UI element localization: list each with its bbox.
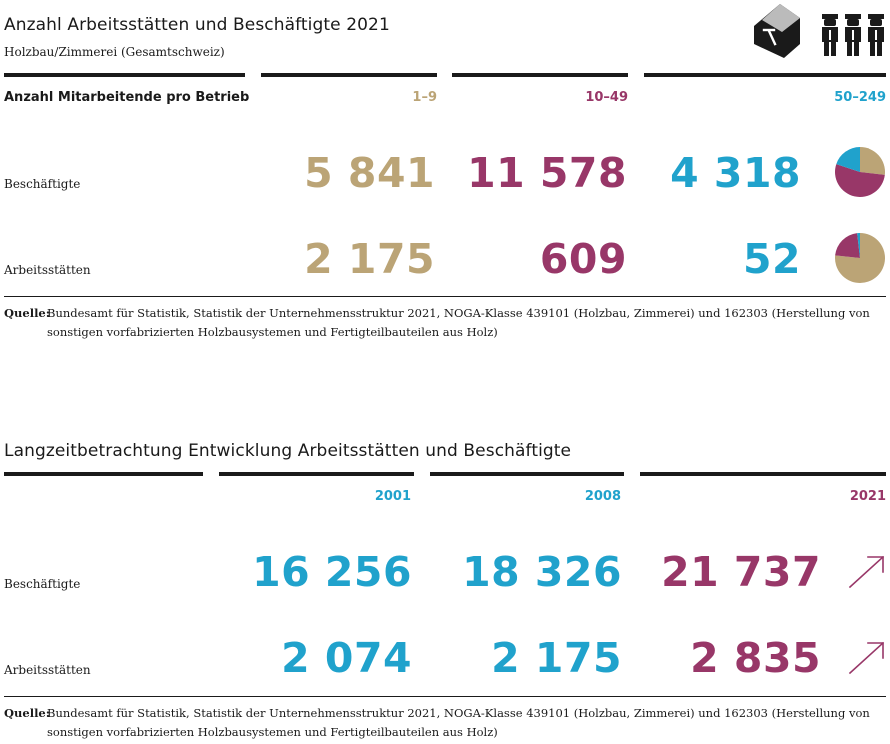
up-right-arrow-icon bbox=[848, 641, 885, 675]
value-cell: 4 318 bbox=[670, 149, 801, 197]
column-header-10-49: 10–49 bbox=[585, 90, 628, 105]
source-text: Bundesamt für Statistik, Statistik der U… bbox=[47, 306, 870, 339]
value-cell: 5 841 bbox=[304, 149, 435, 197]
source-label: Quelle: bbox=[4, 306, 50, 320]
pie-chart-arbeitsstaetten bbox=[834, 233, 885, 283]
column-header-50-249: 50–249 bbox=[834, 90, 886, 105]
source-label: Quelle: bbox=[4, 706, 50, 720]
value-cell: 52 bbox=[742, 235, 801, 283]
header-rule bbox=[219, 472, 414, 476]
source-divider bbox=[4, 696, 886, 697]
building-hammer-icon bbox=[754, 4, 800, 58]
column-header-2021: 2021 bbox=[849, 489, 886, 504]
value-cell: 2 074 bbox=[281, 634, 412, 682]
header-rule bbox=[430, 472, 624, 476]
row-label-beschaeftigte: Beschäftigte bbox=[4, 177, 81, 191]
value-cell: 2 175 bbox=[304, 235, 435, 283]
row-label-arbeitsstaetten: Arbeitsstätten bbox=[4, 663, 91, 677]
value-cell: 21 737 bbox=[661, 548, 821, 596]
header-rule bbox=[261, 73, 437, 77]
pie-chart-beschaeftigte bbox=[835, 147, 886, 197]
source-text: Bundesamt für Statistik, Statistik der U… bbox=[47, 706, 870, 739]
section1-subtitle: Holzbau/Zimmerei (Gesamtschweiz) bbox=[4, 45, 225, 59]
header-rule bbox=[644, 73, 886, 77]
header-rule bbox=[4, 73, 245, 77]
up-right-arrow-icon bbox=[848, 555, 885, 589]
value-cell: 18 326 bbox=[462, 548, 622, 596]
column-header-2001: 2001 bbox=[374, 489, 411, 504]
slice-50-249 bbox=[857, 233, 860, 258]
value-cell: 609 bbox=[539, 235, 627, 283]
header-rule bbox=[452, 73, 628, 77]
header-label: Anzahl Mitarbeitende pro Betrieb bbox=[4, 90, 250, 105]
value-cell: 16 256 bbox=[252, 548, 412, 596]
slice-1-9 bbox=[834, 233, 885, 283]
section1-title: Anzahl Arbeitsstätten und Beschäftigte 2… bbox=[4, 15, 390, 35]
workers-icon bbox=[822, 14, 884, 56]
section2-title: Langzeitbetrachtung Entwicklung Arbeitss… bbox=[4, 441, 572, 461]
value-cell: 2 835 bbox=[690, 634, 821, 682]
row-label-arbeitsstaetten: Arbeitsstätten bbox=[4, 263, 91, 277]
slice-1-9 bbox=[860, 147, 886, 175]
row-label-beschaeftigte: Beschäftigte bbox=[4, 577, 81, 591]
slice-50-249 bbox=[836, 147, 860, 172]
header-rule bbox=[640, 472, 886, 476]
value-cell: 11 578 bbox=[467, 149, 627, 197]
column-header-1-9: 1–9 bbox=[412, 90, 437, 105]
slice-10-49 bbox=[835, 233, 860, 258]
column-header-2008: 2008 bbox=[584, 489, 621, 504]
source-note: Quelle: Bundesamt für Statistik, Statist… bbox=[4, 304, 886, 344]
source-divider bbox=[4, 296, 886, 297]
source-note: Quelle: Bundesamt für Statistik, Statist… bbox=[4, 704, 886, 744]
value-cell: 2 175 bbox=[491, 634, 622, 682]
header-rule bbox=[4, 472, 203, 476]
slice-10-49 bbox=[835, 164, 885, 197]
